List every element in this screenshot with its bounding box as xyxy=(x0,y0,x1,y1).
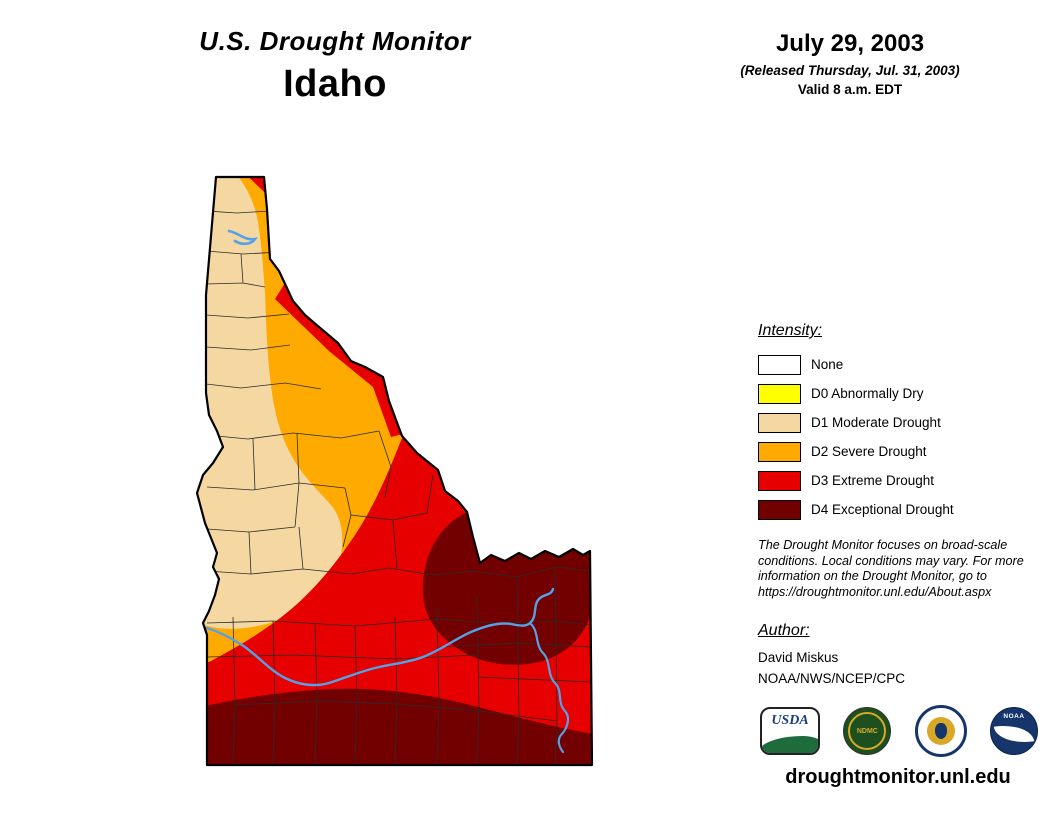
swatch-none xyxy=(758,354,801,375)
map-date: July 29, 2003 xyxy=(775,30,925,57)
legend-item-d1: D1 Moderate Drought xyxy=(758,408,1028,437)
author-heading: Author: xyxy=(758,622,810,639)
valid-time: Valid 8 a.m. EDT xyxy=(797,82,903,97)
date-block: July 29, 2003 (Released Thursday, Jul. 3… xyxy=(710,30,990,97)
legend-item-d2: D2 Severe Drought xyxy=(758,437,1028,466)
d3-northeast-sliver xyxy=(275,283,407,437)
author-org: NOAA/NWS/NCEP/CPC xyxy=(758,671,906,686)
ndmc-logo-text: NDMC xyxy=(856,727,878,735)
report-title: U.S. Drought Monitor xyxy=(199,26,471,56)
lake-pend-oreille xyxy=(227,229,258,246)
idaho-drought-map xyxy=(193,174,595,768)
ndmc-logo-icon: NDMC xyxy=(843,707,892,755)
legend-label-d3: D3 Extreme Drought xyxy=(811,473,935,488)
commerce-seal-center xyxy=(926,717,955,745)
d4-south-band xyxy=(197,688,592,765)
legend-label-none: None xyxy=(811,357,844,372)
legend-item-none: None xyxy=(758,350,1028,379)
legend-label-d1: D1 Moderate Drought xyxy=(811,415,941,430)
usda-logo-swoosh xyxy=(762,736,818,753)
bear-river xyxy=(529,622,570,754)
swatch-d4 xyxy=(758,499,801,520)
swatch-d1 xyxy=(758,412,801,433)
release-date: (Released Thursday, Jul. 31, 2003) xyxy=(740,63,960,78)
commerce-seal-shield xyxy=(934,723,947,739)
idaho-state-border xyxy=(195,175,594,767)
legend-label-d4: D4 Exceptional Drought xyxy=(811,502,954,517)
legend-heading: Intensity: xyxy=(758,322,823,339)
county-boundaries xyxy=(205,210,592,764)
noaa-logo-icon: NOAA xyxy=(989,707,1038,755)
legend-item-d3: D3 Extreme Drought xyxy=(758,466,1028,495)
agency-logos: USDA NDMC NOAA xyxy=(760,705,1038,757)
d4-east-blob xyxy=(422,503,592,665)
snake-river xyxy=(201,587,555,687)
legend-label-d0: D0 Abnormally Dry xyxy=(811,386,924,401)
swatch-d0 xyxy=(758,383,801,404)
ndmc-logo-ring: NDMC xyxy=(848,712,887,750)
author-block: Author: David Miskus NOAA/NWS/NCEP/CPC xyxy=(758,622,1028,686)
disclaimer-text: The Drought Monitor focuses on broad-sca… xyxy=(758,538,1024,600)
noaa-logo-bird xyxy=(993,721,1035,747)
map-svg xyxy=(195,175,594,767)
intensity-legend: Intensity: None D0 Abnormally Dry D1 Mod… xyxy=(758,322,1028,524)
usda-logo-icon: USDA xyxy=(760,707,820,755)
swatch-d2 xyxy=(758,441,801,462)
usda-logo-text: USDA xyxy=(771,713,809,728)
title-block: U.S. Drought Monitor Idaho xyxy=(150,26,520,106)
legend-label-d2: D2 Severe Drought xyxy=(811,444,927,459)
swatch-d3 xyxy=(758,470,801,491)
author-name: David Miskus xyxy=(758,650,839,665)
state-title: Idaho xyxy=(283,63,387,105)
legend-item-d0: D0 Abnormally Dry xyxy=(758,379,1028,408)
site-url: droughtmonitor.unl.edu xyxy=(785,766,1011,788)
noaa-logo-text: NOAA xyxy=(1003,713,1025,720)
legend-item-d4: D4 Exceptional Drought xyxy=(758,495,1028,524)
commerce-seal-icon xyxy=(914,705,967,757)
